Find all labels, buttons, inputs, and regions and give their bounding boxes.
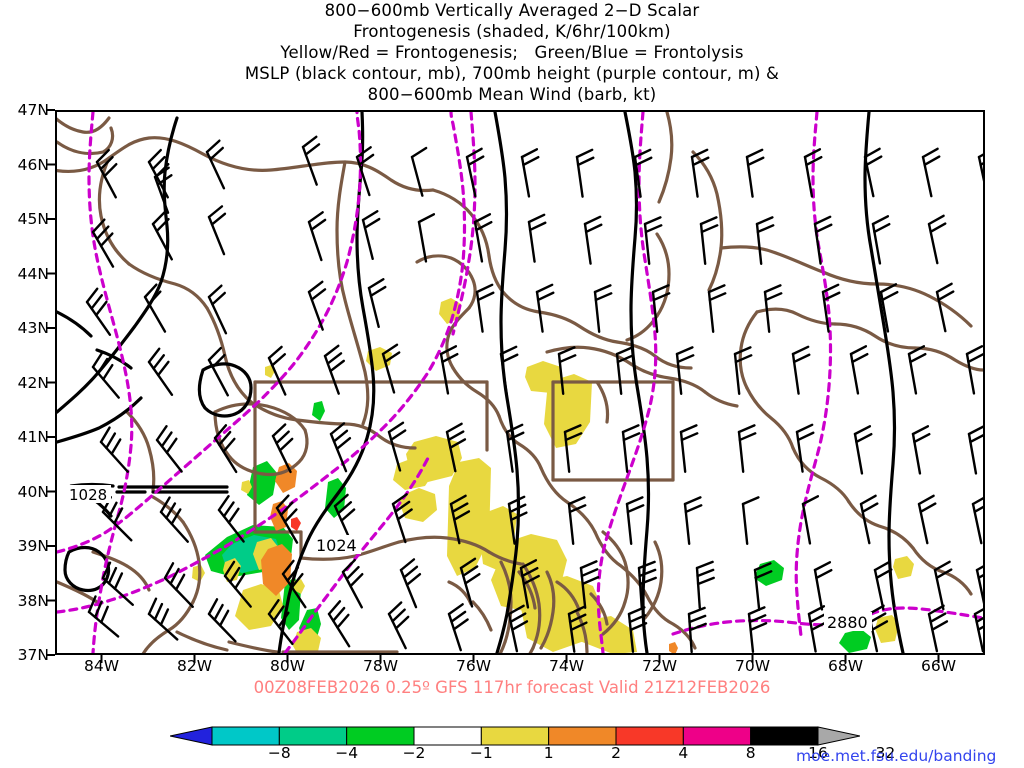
y-tick-37N: 37N [17,646,49,664]
y-tick-42N: 42N [17,373,49,392]
mslp-label-1024: 1024 [313,535,361,555]
y-tick-45N: 45N [17,210,49,228]
colorbar-tick--2: −2 [402,744,426,762]
colorbar-band-6 [615,726,684,746]
x-tick-labels: 84W 82W 80W 78W 76W 74W 72W 70W 68W 66W [55,657,985,683]
colorbar-band-0 [211,726,280,746]
mslp-label-1024-text: 1024 [316,536,357,555]
x-tick-70W: 70W [734,657,771,675]
colorbar-tick--1: −1 [469,744,493,762]
y-tick-38N: 38N [17,591,49,610]
mslp-label-1028: 1028 [67,485,111,504]
colorbar-band-1 [278,726,348,746]
x-tick-84W: 84W [83,657,120,675]
title-line-2: Frontogenesis (shaded, K/6hr/100km) [353,22,671,41]
colorbar-bands [170,726,860,746]
x-tick-76W: 76W [455,657,492,675]
map-plot-area[interactable]: 1028 1024 2880 [55,110,985,655]
forecast-caption: 00Z08FEB2026 0.25º GFS 117hr forecast Va… [253,678,771,697]
x-tick-72W: 72W [641,657,678,675]
y-tick-46N: 46N [17,155,49,174]
colorbar-tick-16: 16 [808,744,828,762]
colorbar-tick-4: 4 [678,744,689,762]
title-line-4: MSLP (black contour, mb), 700mb height (… [244,64,780,83]
map-canvas: 1028 1024 2880 [57,112,983,653]
colorbar-tick-1: 1 [543,744,554,762]
x-tick-78W: 78W [362,657,399,675]
colorbar-band-2 [346,726,415,746]
colorbar-tick-8: 8 [745,744,756,762]
y-tick-47N: 47N [17,101,49,119]
y-tick-41N: 41N [17,428,49,446]
colorbar-tick-32: 32 [875,744,896,762]
colorbar-band-3 [413,726,482,746]
colorbar-tick-labels: −8 −4 −2 −1 1 2 4 8 16 32 [0,744,1024,766]
colorbar-tick--8: −8 [267,744,291,762]
figure-title: 800−600mb Vertically Averaged 2−D Scalar… [0,0,1024,105]
mslp-label-1028-text: 1028 [69,486,107,504]
height-label-2880: 2880 [824,612,872,632]
x-tick-74W: 74W [548,657,585,675]
source-url[interactable]: moe.met.fsu.edu/banding [796,747,997,765]
title-line-3: Yellow/Red = Frontogenesis; Green/Blue =… [280,43,744,62]
wind-barbs [85,135,983,653]
colorbar-left-arrow [170,726,213,746]
title-line-1: 800−600mb Vertically Averaged 2−D Scalar [324,1,700,20]
colorbar-band-7 [682,726,752,746]
colorbar-band-8 [750,726,819,746]
colorbar-right-arrow [817,726,860,746]
height-label-2880-text: 2880 [827,613,868,632]
x-tick-66W: 66W [920,657,957,675]
y-tick-39N: 39N [17,537,49,555]
x-tick-68W: 68W [827,657,864,675]
colorbar-tick--4: −4 [335,744,359,762]
y-tick-labels: 47N 46N 45N 44N 43N 42N 41N 40N 39N 38N 37N [0,101,55,664]
colorbar-band-4 [480,726,550,746]
x-tick-82W: 82W [176,657,213,675]
title-line-5: 800−600mb Mean Wind (barb, kt) [367,85,657,104]
contour-value-labels: 1028 1024 2880 [67,485,872,632]
y-tick-40N: 40N [17,482,49,501]
x-tick-80W: 80W [269,657,306,675]
colorbar[interactable] [170,726,860,746]
colorbar-tick-2: 2 [611,744,621,762]
y-tick-44N: 44N [17,264,49,283]
colorbar-band-5 [548,726,617,746]
y-tick-43N: 43N [17,319,49,337]
